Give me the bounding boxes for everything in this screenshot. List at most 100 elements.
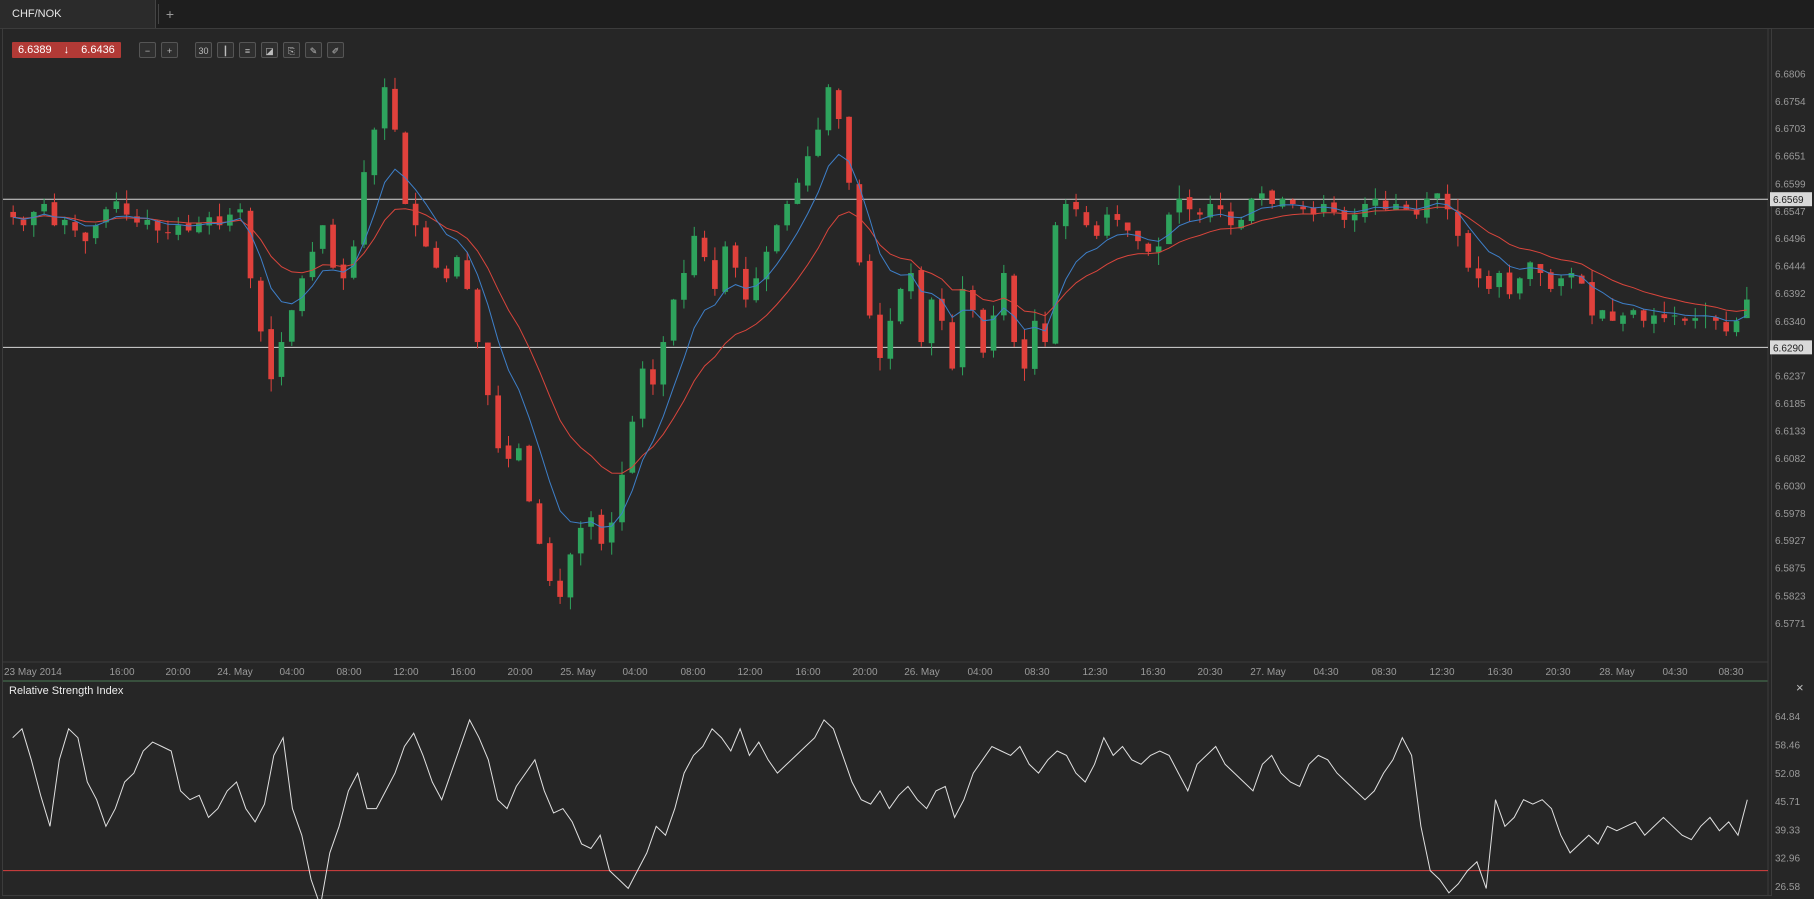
candle-body bbox=[350, 246, 357, 278]
candle-body bbox=[1640, 310, 1647, 321]
candle-body bbox=[959, 288, 966, 368]
chart-settings-icon[interactable]: ◪ bbox=[261, 42, 278, 58]
chart-area[interactable] bbox=[2, 28, 1772, 896]
candle-body bbox=[227, 214, 233, 226]
candle-body bbox=[753, 278, 760, 301]
tab-chf-nok[interactable]: CHF/NOK bbox=[0, 0, 156, 28]
candle-type-icon[interactable]: ┃ bbox=[217, 42, 234, 58]
y-tick-label: 6.6185 bbox=[1775, 399, 1806, 410]
y-tick-label: 6.5875 bbox=[1775, 564, 1806, 575]
moving-average-fast bbox=[13, 153, 1748, 528]
x-tick-label: 08:00 bbox=[336, 667, 361, 678]
candle-body bbox=[1176, 198, 1183, 213]
add-tab-button[interactable]: + bbox=[158, 4, 181, 24]
candle-body bbox=[196, 222, 202, 233]
candle-body bbox=[1744, 299, 1750, 319]
template-icon[interactable]: ⎘ bbox=[283, 42, 300, 58]
zoom-out-icon[interactable]: − bbox=[139, 42, 156, 58]
candle-body bbox=[299, 278, 305, 312]
y-tick-label: 6.6703 bbox=[1775, 124, 1806, 135]
candle-body bbox=[804, 156, 811, 186]
candle-body bbox=[175, 225, 182, 235]
candle-body bbox=[1083, 212, 1090, 226]
candle-body bbox=[1682, 318, 1688, 321]
y-tick-label: 6.6237 bbox=[1775, 371, 1806, 382]
candle-body bbox=[1021, 339, 1028, 369]
candle-body bbox=[650, 369, 656, 385]
arrow-down-icon: ↓ bbox=[63, 44, 70, 56]
candle-body bbox=[1527, 262, 1533, 280]
y-tick-label: 6.5927 bbox=[1775, 536, 1806, 547]
candle-body bbox=[1155, 246, 1162, 253]
y-tick-label: 6.6599 bbox=[1775, 179, 1806, 190]
x-tick-label: 04:30 bbox=[1662, 667, 1687, 678]
x-tick-label: 23 May 2014 bbox=[4, 667, 62, 678]
candle-body bbox=[1496, 273, 1503, 288]
rsi-y-tick-label: 45.71 bbox=[1775, 797, 1800, 808]
candle-body bbox=[1351, 214, 1358, 221]
drawing-icon[interactable]: ✎ bbox=[305, 42, 322, 58]
x-tick-label: 24. May bbox=[217, 667, 253, 678]
x-tick-label: 16:00 bbox=[109, 667, 134, 678]
y-tick-label: 6.6754 bbox=[1775, 97, 1806, 108]
candle-body bbox=[433, 247, 440, 268]
candle-body bbox=[1238, 219, 1245, 229]
candle-body bbox=[1042, 323, 1048, 343]
y-tick-label: 6.6651 bbox=[1775, 152, 1806, 163]
candle-body bbox=[1093, 225, 1100, 236]
pencil-icon[interactable]: ✐ bbox=[327, 42, 344, 58]
indicators-icon[interactable]: ≡ bbox=[239, 42, 256, 58]
x-tick-label: 25. May bbox=[560, 667, 596, 678]
candle-body bbox=[1197, 212, 1203, 215]
candle-body bbox=[113, 201, 120, 209]
x-tick-label: 20:30 bbox=[1545, 667, 1570, 678]
candle-body bbox=[309, 251, 316, 278]
candle-body bbox=[443, 268, 450, 279]
x-tick-label: 12:30 bbox=[1082, 667, 1107, 678]
candle-body bbox=[1310, 207, 1317, 215]
candle-body bbox=[743, 268, 749, 300]
close-icon[interactable]: × bbox=[1796, 680, 1804, 695]
candle-body bbox=[1207, 203, 1214, 218]
candle-body bbox=[1424, 198, 1430, 218]
timeframe-button[interactable]: 30 bbox=[195, 42, 212, 58]
candle-body bbox=[980, 309, 987, 353]
candle-body bbox=[1104, 214, 1110, 236]
candle-body bbox=[815, 129, 821, 156]
candle-body bbox=[474, 289, 481, 343]
candle-body bbox=[1031, 320, 1038, 369]
rsi-y-tick-label: 26.58 bbox=[1775, 882, 1800, 893]
candle-body bbox=[206, 217, 213, 226]
candle-body bbox=[144, 219, 151, 225]
candle-body bbox=[402, 132, 409, 204]
candle-body bbox=[1516, 278, 1523, 294]
x-tick-label: 16:30 bbox=[1140, 667, 1165, 678]
candle-body bbox=[1578, 275, 1585, 284]
candle-body bbox=[846, 116, 852, 183]
x-tick-label: 08:30 bbox=[1024, 667, 1049, 678]
candle-body bbox=[629, 421, 636, 473]
x-tick-label: 12:00 bbox=[737, 667, 762, 678]
candle-body bbox=[72, 222, 78, 231]
zoom-in-icon[interactable]: + bbox=[161, 42, 178, 58]
candle-body bbox=[154, 220, 161, 231]
x-tick-label: 08:30 bbox=[1718, 667, 1743, 678]
candle-body bbox=[1052, 225, 1059, 344]
candle-body bbox=[10, 211, 16, 218]
candle-body bbox=[30, 211, 37, 226]
candle-body bbox=[1166, 214, 1172, 245]
candle-body bbox=[567, 554, 574, 598]
ask-price: 6.6436 bbox=[81, 44, 115, 56]
level-price-tag bbox=[1770, 192, 1812, 207]
rsi-line bbox=[12, 718, 1748, 899]
candle-body bbox=[1000, 273, 1007, 316]
quote-badge[interactable]: 6.6389 ↓ 6.6436 bbox=[12, 42, 121, 58]
rsi-y-tick-label: 64.84 bbox=[1775, 712, 1800, 723]
candle-body bbox=[123, 203, 130, 215]
candle-body bbox=[990, 315, 997, 351]
candle-body bbox=[1258, 193, 1265, 199]
candle-body bbox=[61, 219, 68, 226]
candle-body bbox=[268, 329, 274, 380]
candle-body bbox=[1073, 201, 1079, 210]
